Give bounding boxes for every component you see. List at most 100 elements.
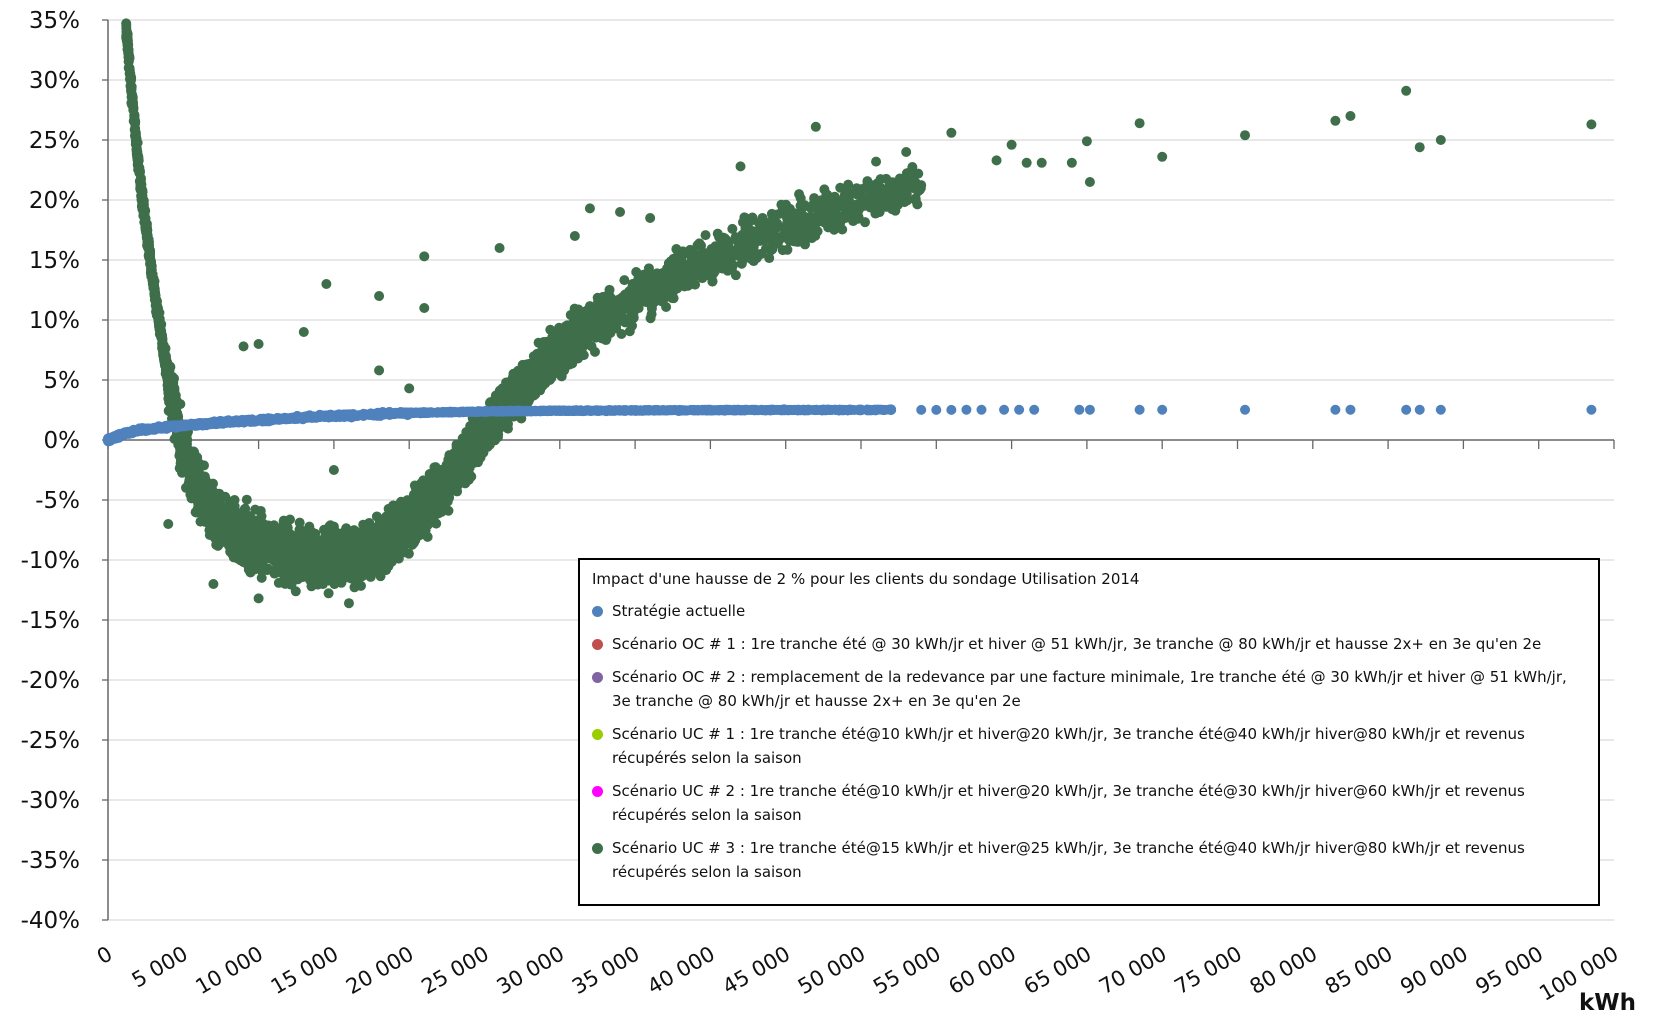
uc3-point — [652, 272, 663, 283]
uc3-point — [812, 210, 823, 221]
x-tick-label: 70 000 — [1095, 942, 1171, 1000]
y-tick-label: -15% — [21, 608, 80, 634]
uc3-point — [317, 579, 328, 590]
x-tick-label: 40 000 — [643, 942, 719, 1000]
y-tick-label: -20% — [21, 668, 80, 694]
uc3-point — [123, 52, 134, 63]
uc3-point — [777, 245, 788, 256]
uc3-point — [631, 266, 642, 277]
x-tick-label: 95 000 — [1472, 942, 1548, 1000]
uc3-point — [136, 192, 147, 203]
uc3-point — [767, 244, 778, 255]
uc3-point — [730, 270, 741, 281]
x-tick-label: 15 000 — [267, 942, 343, 1000]
uc3-point — [914, 184, 925, 195]
uc3-point — [718, 263, 729, 274]
x-tick-label: 30 000 — [493, 942, 569, 1000]
y-tick-label: 15% — [29, 248, 80, 274]
x-tick-label: 90 000 — [1396, 942, 1472, 1000]
uc3-point — [736, 258, 747, 269]
uc3-point — [859, 183, 870, 194]
uc3-point — [661, 281, 672, 292]
y-tick-label: -30% — [21, 788, 80, 814]
uc3-point — [668, 293, 679, 304]
uc3-point — [126, 81, 137, 92]
series-uc3 — [121, 18, 1597, 609]
uc3-point — [293, 573, 304, 584]
uc3-point — [809, 193, 820, 204]
y-tick-label: -5% — [35, 488, 80, 514]
uc3-point — [756, 248, 767, 259]
uc3-point — [619, 275, 630, 286]
x-tick-label: 35 000 — [568, 942, 644, 1000]
y-tick-label: 25% — [29, 128, 80, 154]
uc3-point — [774, 208, 785, 219]
uc3-point — [829, 224, 840, 235]
uc3-point — [905, 166, 916, 177]
uc3-point — [646, 303, 657, 314]
uc3-point — [844, 189, 855, 200]
x-tick-label: 60 000 — [944, 942, 1020, 1000]
uc3-point — [645, 313, 656, 324]
x-tick-label: 85 000 — [1321, 942, 1397, 1000]
uc3-point — [393, 553, 404, 564]
uc3-point — [625, 313, 636, 324]
y-tick-label: 0% — [44, 428, 81, 454]
uc3-point — [812, 226, 823, 237]
uc3-point — [379, 514, 390, 525]
uc3-point — [712, 228, 723, 239]
uc3-point — [747, 212, 758, 223]
x-tick-label: 45 000 — [719, 942, 795, 1000]
uc3-point — [584, 301, 595, 312]
y-tick-label: 20% — [29, 188, 80, 214]
uc3-point — [591, 327, 602, 338]
uc3-point — [654, 286, 665, 297]
uc3-point — [626, 297, 637, 308]
uc3-point — [710, 241, 721, 252]
uc3-point — [545, 324, 556, 335]
uc3-point — [214, 497, 225, 508]
uc3-point — [241, 494, 252, 505]
uc3-point — [727, 223, 738, 234]
y-tick-label: -40% — [21, 908, 80, 934]
uc3-point — [586, 341, 597, 352]
uc3-point — [742, 229, 753, 240]
uc3-point — [676, 253, 687, 264]
uc3-point — [323, 588, 334, 599]
uc3-point — [700, 230, 711, 241]
uc3-point — [262, 563, 273, 574]
x-tick-label: 10 000 — [191, 942, 267, 1000]
uc3-point — [806, 233, 817, 244]
y-tick-label: -25% — [21, 728, 80, 754]
uc3-point — [836, 211, 847, 222]
uc3-point — [764, 253, 775, 264]
uc3-point — [829, 197, 840, 208]
y-tick-label: 10% — [29, 308, 80, 334]
uc3-point — [740, 212, 751, 223]
y-axis-ticks: 35% 30% 25% 20% 15% 10% 5% 0% -5% -10% -15% -20% -25… — [21, 8, 108, 934]
uc3-point — [256, 572, 267, 583]
x-tick-label: 5 000 — [128, 942, 192, 993]
x-tick-label: 50 000 — [794, 942, 870, 1000]
y-tick-label: -10% — [21, 548, 80, 574]
uc3-point — [771, 233, 782, 244]
y-tick-label: 30% — [29, 68, 80, 94]
x-tick-label: 55 000 — [869, 942, 945, 1000]
x-tick-label: 65 000 — [1020, 942, 1096, 1000]
x-tick-label: 0 — [93, 942, 117, 969]
uc3-point — [820, 198, 831, 209]
uc3-point — [245, 567, 256, 578]
uc3-point — [616, 295, 627, 306]
uc3-point — [641, 281, 652, 292]
uc3-point — [776, 199, 787, 210]
uc3-point — [443, 505, 454, 516]
y-tick-label: 35% — [29, 8, 80, 34]
uc3-point — [422, 531, 433, 542]
uc3-point — [130, 116, 141, 127]
uc3-point — [336, 575, 347, 586]
x-tick-label: 80 000 — [1246, 942, 1322, 1000]
uc3-point — [502, 423, 513, 434]
y-tick-label: 5% — [44, 368, 81, 394]
uc3-point — [707, 276, 718, 287]
